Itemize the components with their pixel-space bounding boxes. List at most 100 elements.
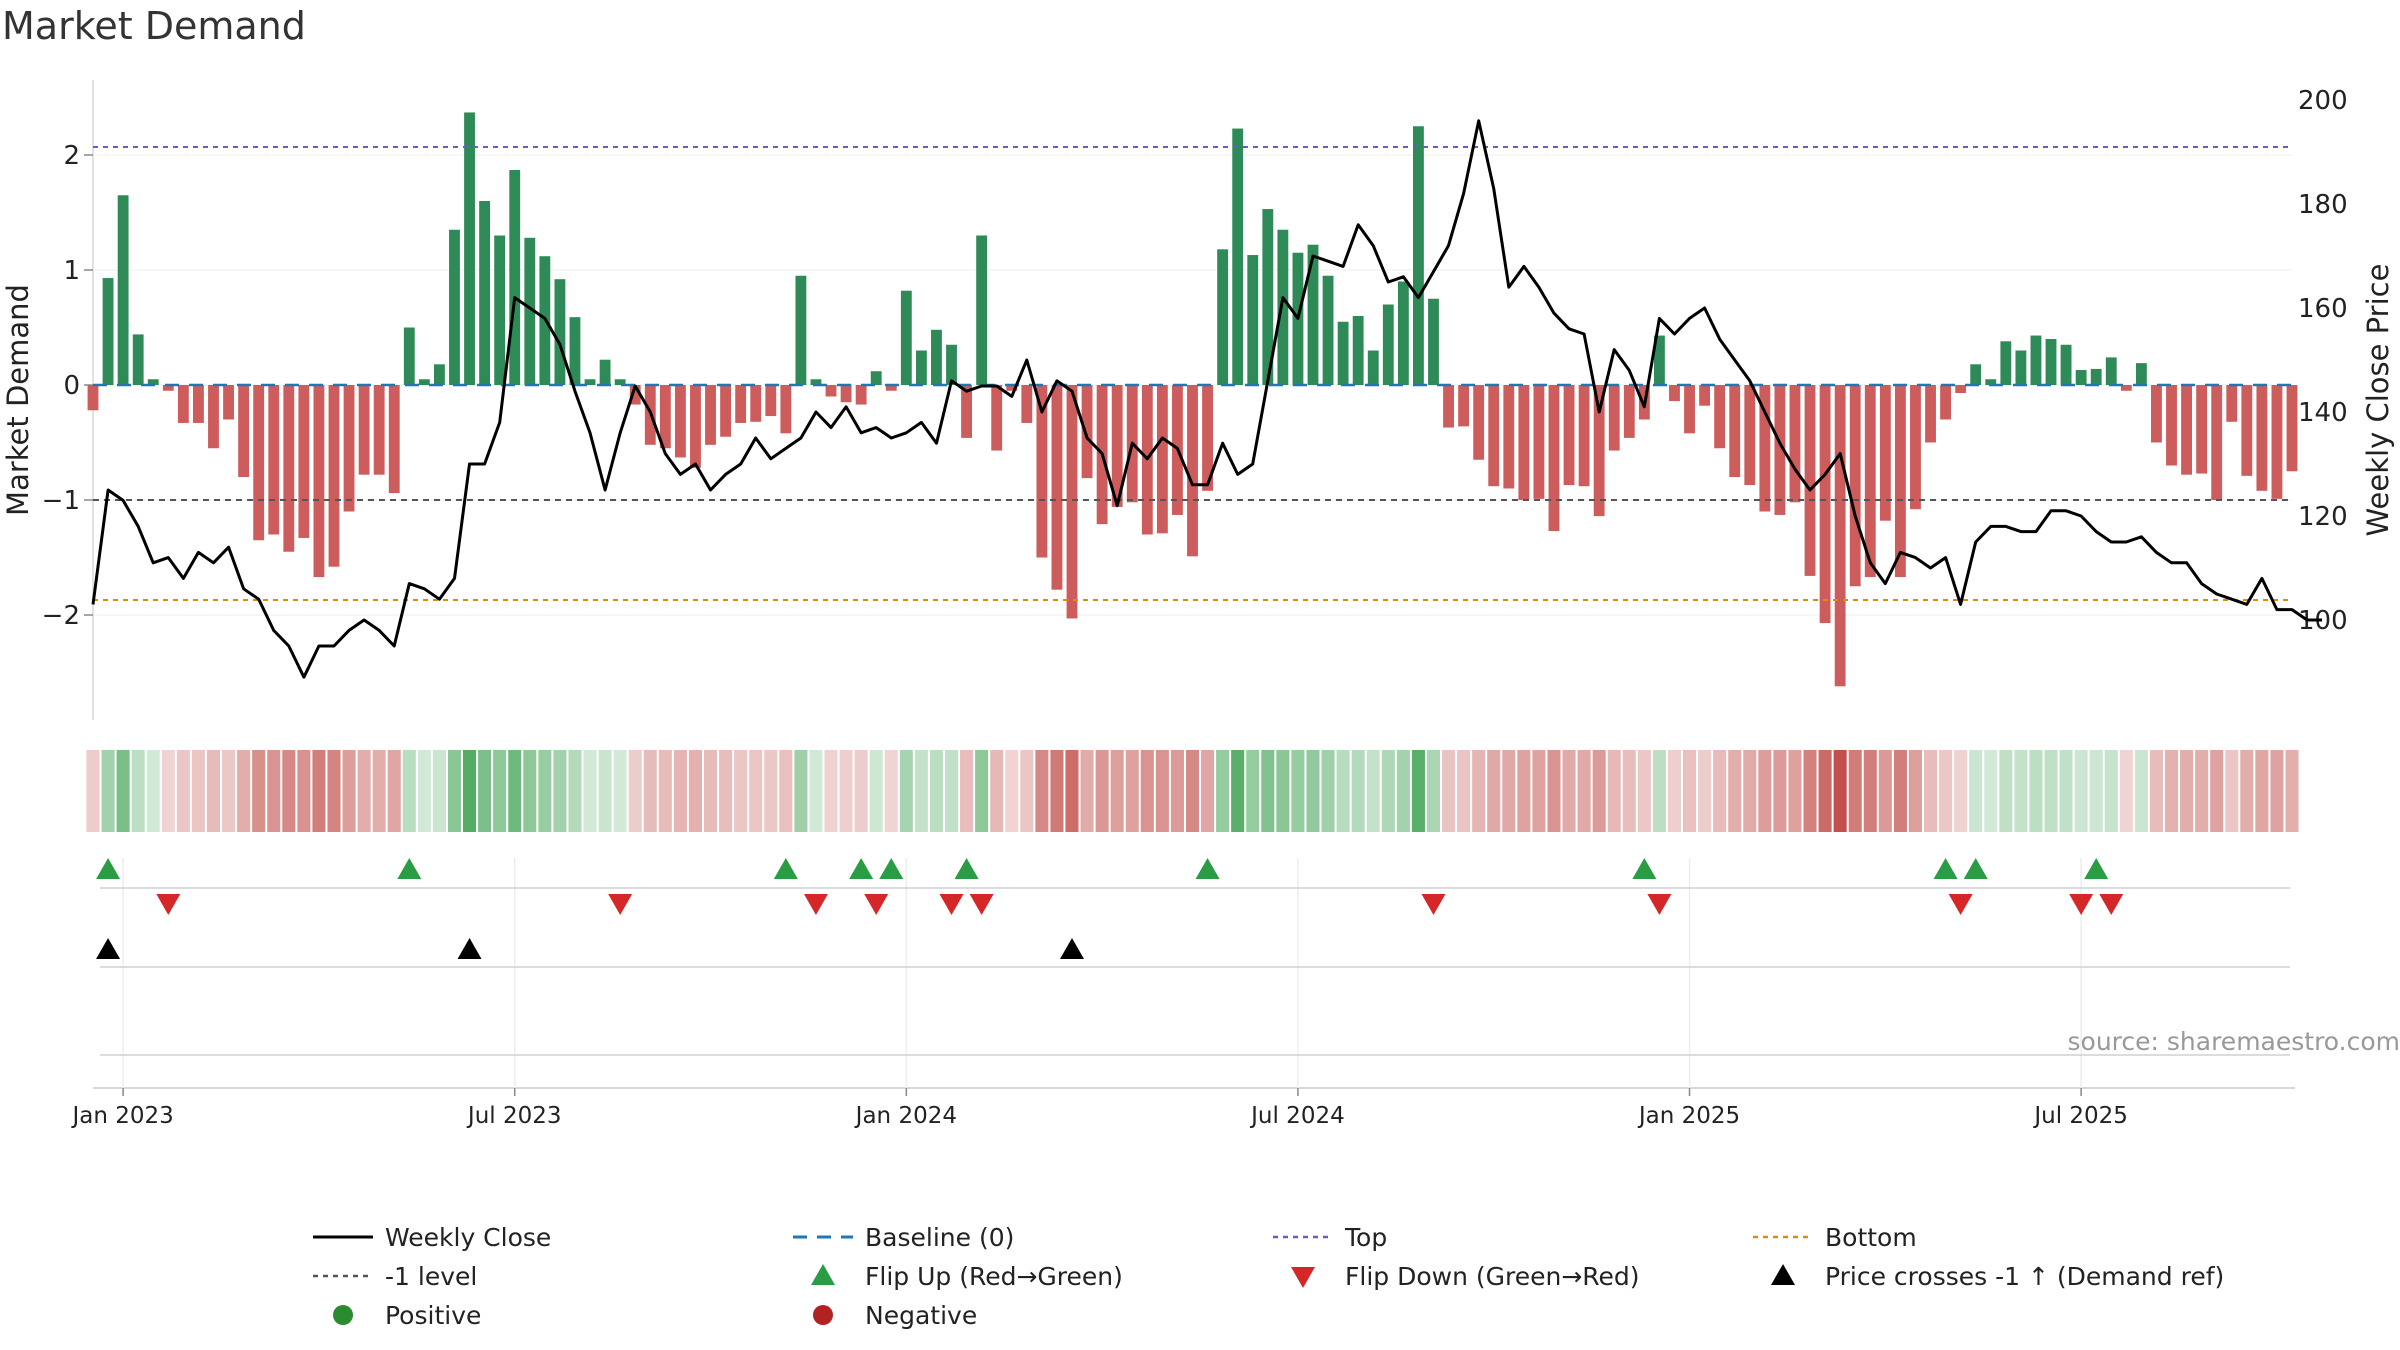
demand-bar-negative bbox=[2211, 385, 2223, 500]
heat-strip-cell bbox=[2195, 750, 2209, 832]
flip-up-marker bbox=[1963, 858, 1988, 879]
heat-strip-cell bbox=[1758, 750, 1772, 832]
flip-down-marker bbox=[803, 894, 828, 915]
flip-down-marker bbox=[1421, 894, 1446, 915]
demand-bar-negative bbox=[328, 385, 340, 567]
heat-strip-cell bbox=[1984, 750, 1998, 832]
heat-strip-cell bbox=[899, 750, 913, 832]
demand-bar-negative bbox=[1744, 385, 1756, 486]
demand-bar-positive bbox=[1307, 244, 1319, 385]
flip-down-marker bbox=[2099, 894, 2124, 915]
heat-strip-cell bbox=[2255, 750, 2269, 832]
demand-bar-positive bbox=[524, 237, 536, 385]
demand-bar-negative bbox=[2256, 385, 2268, 491]
demand-bar-positive bbox=[2015, 350, 2027, 385]
heat-strip-cell bbox=[116, 750, 130, 832]
heat-strip-cell bbox=[960, 750, 974, 832]
heat-strip-cell bbox=[2285, 750, 2299, 832]
heat-strip-cell bbox=[1652, 750, 1666, 832]
heat-strip-cell bbox=[1291, 750, 1305, 832]
heat-strip-cell bbox=[1020, 750, 1034, 832]
demand-bar-positive bbox=[2000, 341, 2012, 385]
y-right-tick-label: 100 bbox=[2298, 606, 2348, 636]
heat-strip-cell bbox=[1201, 750, 1215, 832]
heat-strip-cell bbox=[929, 750, 943, 832]
legend-label: Positive bbox=[385, 1301, 481, 1330]
demand-bar-negative bbox=[840, 385, 852, 403]
demand-bar-negative bbox=[1503, 385, 1515, 489]
heat-strip-cell bbox=[478, 750, 492, 832]
demand-bar-negative bbox=[735, 385, 747, 423]
heat-strip-cell bbox=[1487, 750, 1501, 832]
heat-strip-cell bbox=[1592, 750, 1606, 832]
heat-strip-cell bbox=[1396, 750, 1410, 832]
demand-bar-negative bbox=[1819, 385, 1831, 624]
heat-strip-cell bbox=[854, 750, 868, 832]
demand-bar-positive bbox=[1653, 335, 1665, 385]
heat-strip-cell bbox=[1351, 750, 1365, 832]
demand-bar-negative bbox=[343, 385, 355, 512]
heat-strip-cell bbox=[1743, 750, 1757, 832]
legend-label: Bottom bbox=[1825, 1223, 1917, 1252]
demand-bar-negative bbox=[1925, 385, 1936, 443]
heat-strip-cell bbox=[1381, 750, 1395, 832]
heat-strip-cell bbox=[1276, 750, 1290, 832]
heat-strip-cell bbox=[598, 750, 612, 832]
demand-bar-negative bbox=[1729, 385, 1741, 477]
heat-strip-cell bbox=[779, 750, 793, 832]
demand-bar-negative bbox=[2181, 385, 2192, 475]
flip-down-marker bbox=[608, 894, 633, 915]
heat-strip-cell bbox=[1728, 750, 1742, 832]
heat-strip-cell bbox=[914, 750, 928, 832]
heat-strip-cell bbox=[1547, 750, 1561, 832]
legend-symbol-triangle-down bbox=[1291, 1267, 1315, 1288]
demand-bar-negative bbox=[855, 385, 867, 405]
heat-strip-cell bbox=[1878, 750, 1892, 832]
price-cross-marker bbox=[1060, 938, 1085, 959]
legend-label: Top bbox=[1344, 1223, 1387, 1252]
heat-strip-cell bbox=[1080, 750, 1094, 832]
heat-strip-cell bbox=[1170, 750, 1184, 832]
demand-bar-negative bbox=[1156, 385, 1168, 534]
heat-strip-cell bbox=[1035, 750, 1049, 832]
demand-bar-negative bbox=[208, 385, 219, 449]
heat-strip-cell bbox=[447, 750, 462, 832]
demand-bar-negative bbox=[825, 385, 837, 397]
demand-bar-positive bbox=[449, 229, 460, 385]
heat-strip-cell bbox=[1637, 750, 1651, 832]
heat-strip-cell bbox=[1939, 750, 1953, 832]
demand-bar-negative bbox=[2241, 385, 2253, 476]
price-cross-marker bbox=[96, 938, 121, 959]
heat-strip-cell bbox=[1065, 750, 1079, 832]
demand-bar-negative bbox=[373, 385, 385, 475]
heat-strip-cell bbox=[1472, 750, 1486, 832]
demand-bar-negative bbox=[1910, 385, 1921, 510]
heat-strip-cell bbox=[2104, 750, 2118, 832]
legend-symbol-triangle-up bbox=[811, 1264, 835, 1285]
y-left-tick-label: −2 bbox=[42, 601, 80, 631]
heat-strip-cell bbox=[267, 750, 281, 832]
heat-strip-cell bbox=[2059, 750, 2073, 832]
demand-bar-negative bbox=[2226, 385, 2238, 422]
demand-bar-positive bbox=[1367, 350, 1379, 385]
source-label: source: sharemaestro.com bbox=[2068, 1027, 2400, 1056]
demand-bar-positive bbox=[418, 379, 430, 385]
legend-label: Baseline (0) bbox=[865, 1223, 1014, 1252]
demand-bar-positive bbox=[403, 327, 415, 385]
heat-strip-cell bbox=[944, 750, 959, 832]
flip-down-marker bbox=[939, 894, 964, 915]
demand-bar-negative bbox=[313, 385, 325, 578]
heat-strip-cell bbox=[1411, 750, 1425, 832]
demand-bar-negative bbox=[1669, 385, 1680, 402]
demand-bar-negative bbox=[1111, 385, 1123, 507]
heat-strip-cell bbox=[839, 750, 853, 832]
demand-bar-negative bbox=[1563, 385, 1575, 486]
demand-bar-negative bbox=[750, 385, 762, 422]
price-cross-marker bbox=[457, 938, 482, 959]
flip-up-marker bbox=[1195, 858, 1220, 879]
demand-bar-negative bbox=[177, 385, 189, 423]
flip-down-marker bbox=[864, 894, 889, 915]
heat-strip-cell bbox=[553, 750, 567, 832]
demand-bar-negative bbox=[674, 385, 686, 458]
flip-up-marker bbox=[397, 858, 422, 879]
